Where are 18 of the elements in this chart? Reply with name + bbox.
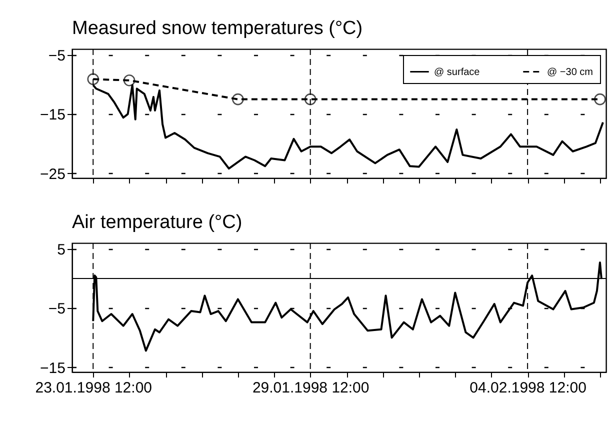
point [87, 73, 100, 86]
y-tick-label: −5 [48, 300, 66, 318]
chart-title: Measured snow temperatures (°C) [72, 18, 363, 39]
x-tick-label: 23.01.1998 12:00 [35, 380, 152, 396]
y-tick-label: −5 [48, 47, 66, 64]
y-tick-label: 5 [57, 241, 66, 258]
point [123, 74, 136, 86]
x-tick-label: 04.02.1998 12:00 [470, 380, 586, 396]
legend-label: @ −30 cm [547, 66, 594, 78]
y-tick-label: −25 [40, 166, 66, 183]
point [232, 93, 244, 106]
point [594, 93, 606, 106]
chart-title: Air temperature (°C) [72, 212, 242, 233]
y-tick-label: −15 [40, 106, 66, 124]
legend-label: @ surface [434, 66, 480, 78]
point [304, 93, 316, 106]
y-tick-label: −15 [40, 360, 66, 377]
x-tick-label: 29.01.1998 12:00 [252, 380, 370, 396]
